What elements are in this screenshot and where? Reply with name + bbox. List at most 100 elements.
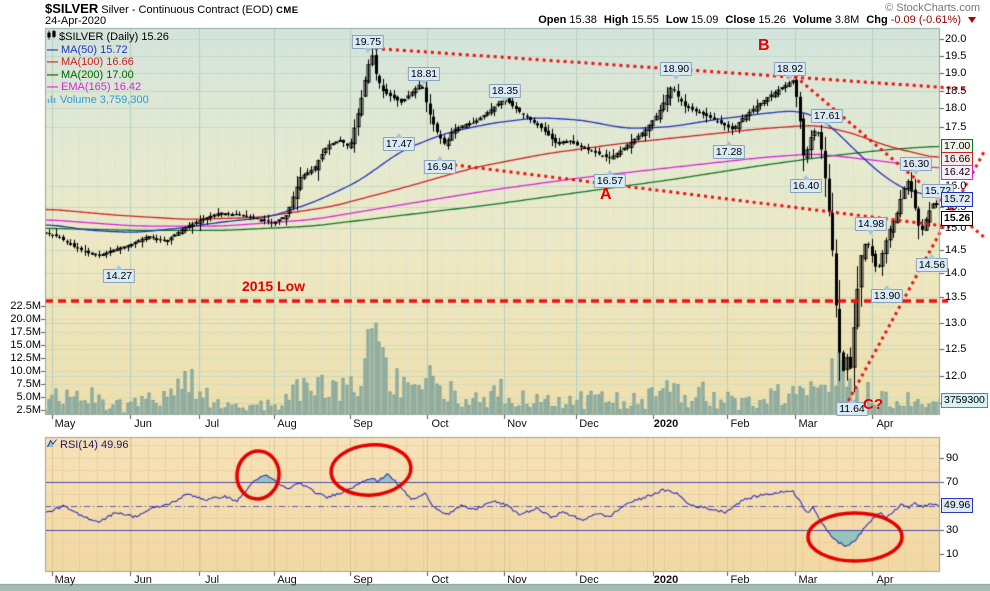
quote-bar: Open 15.38 High 15.55 Low 15.09 Close 15.26 … (538, 14, 976, 26)
legend-ema165: — EMA(165) 16.42 (47, 81, 142, 93)
price-callout: 16.30 (899, 157, 933, 175)
quote-open: Open 15.38 (538, 14, 597, 26)
rsi-month-label: Dec (579, 574, 599, 586)
month-label: Nov (507, 418, 527, 430)
price-callout: 17.61 (810, 109, 844, 127)
price-callout: 13.90 (870, 285, 904, 303)
rsi-value-box: 49.96 (941, 498, 974, 513)
ma50-swatch: — (47, 43, 58, 56)
rsi-month-label: Feb (730, 574, 750, 586)
change-down-icon (968, 17, 976, 23)
price-callout: 18.35 (488, 84, 522, 102)
price-callout: 16.57 (593, 170, 627, 188)
price-axis-tick: 12.0 (945, 370, 967, 382)
volume-axis-tick: 12.5M (10, 352, 41, 364)
price-callout: 17.47 (382, 133, 416, 151)
wave-b-label: B (758, 37, 770, 54)
rsi-axis-tick: 10 (946, 548, 959, 560)
ma200-swatch: — (47, 68, 58, 81)
legend-ma200: — MA(200) 17.00 (47, 68, 134, 81)
month-label: Jun (134, 418, 152, 430)
volume-axis-tick: 20.0M (10, 313, 41, 325)
ema165-swatch: — (47, 81, 58, 93)
rsi-month-label: Jun (134, 574, 152, 586)
volume-axis-tick: 7.5M (16, 378, 41, 390)
chart-header: $SILVER Silver - Continuous Contract (EO… (45, 1, 298, 16)
volume-axis-tick: 17.5M (10, 326, 41, 338)
price-axis-tick: 19.0 (945, 67, 967, 79)
price-callout: 14.56 (915, 254, 949, 272)
volume-axis-tick: 15.0M (10, 339, 41, 351)
legend-symbol: $SILVER (Daily) 15.26 (47, 30, 169, 44)
month-label: Feb (730, 418, 750, 430)
rsi-month-label: Oct (431, 574, 449, 586)
price-axis-tick: 13.0 (945, 317, 967, 329)
symbol: $SILVER (45, 1, 99, 16)
rsi-month-label: Jul (204, 574, 220, 586)
month-label: Apr (876, 418, 894, 430)
price-callout: 19.75 (351, 35, 385, 53)
rsi-legend: RSI(14) 49.96 (47, 438, 128, 451)
price-callout: 14.98 (854, 217, 888, 235)
volume-axis-tick: 22.5M (10, 300, 41, 312)
price-callout: 14.27 (102, 265, 136, 283)
price-axis-tick: 18.5 (945, 85, 967, 97)
ma100-swatch: — (47, 56, 58, 68)
legend-ma100: — MA(100) 16.66 (47, 56, 134, 68)
price-callout: 16.40 (789, 175, 823, 193)
rsi-axis-tick: 70 (946, 476, 959, 488)
quote-high: High 15.55 (603, 14, 659, 26)
price-axis-tick: 18.0 (945, 102, 967, 114)
price-callout: 18.92 (773, 62, 807, 80)
rsi-month-label: May (54, 574, 76, 586)
rsi-axis-tick: 30 (946, 524, 959, 536)
month-label: Jul (204, 418, 220, 430)
month-label: May (54, 418, 76, 430)
price-axis-value-box: 15.26 (941, 211, 974, 226)
rsi-month-label: Apr (876, 574, 894, 586)
quote-low: Low 15.09 (665, 14, 719, 26)
price-axis-tick: 12.5 (945, 343, 967, 355)
price-axis-tick: 13.5 (945, 291, 967, 303)
price-callout: 16.94 (423, 156, 457, 174)
month-label: Oct (431, 418, 449, 430)
price-callout: 18.90 (659, 62, 693, 80)
price-axis-tick: 14.5 (945, 244, 967, 256)
price-axis-tick: 17.5 (945, 121, 967, 133)
rsi-month-label: Nov (507, 574, 527, 586)
rsi-month-label: Mar (798, 574, 818, 586)
copyright: © StockCharts.com (885, 2, 980, 14)
quote-change: Chg -0.09 (-0.61%) (866, 14, 961, 26)
price-axis-tick: 19.5 (945, 50, 967, 62)
month-label: Aug (277, 418, 297, 430)
price-axis-tick: 14.0 (945, 267, 967, 279)
main-legend: $SILVER (Daily) 15.26 — MA(50) 15.72 — MA(… (47, 30, 169, 106)
rsi-month-label: Sep (353, 574, 373, 586)
volume-axis-tick: 5.0M (16, 391, 41, 403)
legend-volume: Volume 3,759,300 (47, 94, 169, 107)
price-callout: 18.81 (407, 67, 441, 85)
wave-a-label: A (600, 186, 612, 203)
price-axis-value-box: 3759300 (941, 393, 988, 408)
rsi-icon (47, 438, 57, 451)
rsi-month-label: 2020 (653, 574, 679, 586)
volume-bars-icon (47, 94, 57, 107)
month-label: Dec (579, 418, 599, 430)
month-label: 2020 (653, 418, 679, 430)
month-label: Mar (798, 418, 818, 430)
candlestick-icon (47, 30, 56, 44)
support-label: 2015 Low (242, 278, 306, 294)
rsi-month-label: Aug (277, 574, 297, 586)
chart-date: 24-Apr-2020 (45, 15, 107, 27)
month-label: Sep (353, 418, 373, 430)
price-axis-value-box: 15.72 (941, 192, 974, 207)
wave-c-label: C? (863, 396, 883, 413)
rsi-axis-tick: 90 (946, 452, 959, 464)
price-callout: 17.28 (712, 141, 746, 159)
exchange: CME (276, 5, 299, 16)
price-axis-tick: 20.0 (945, 33, 967, 45)
instrument-title: Silver - Continuous Contract (EOD) (101, 4, 274, 16)
quote-volume: Volume 3.8M (792, 14, 860, 26)
